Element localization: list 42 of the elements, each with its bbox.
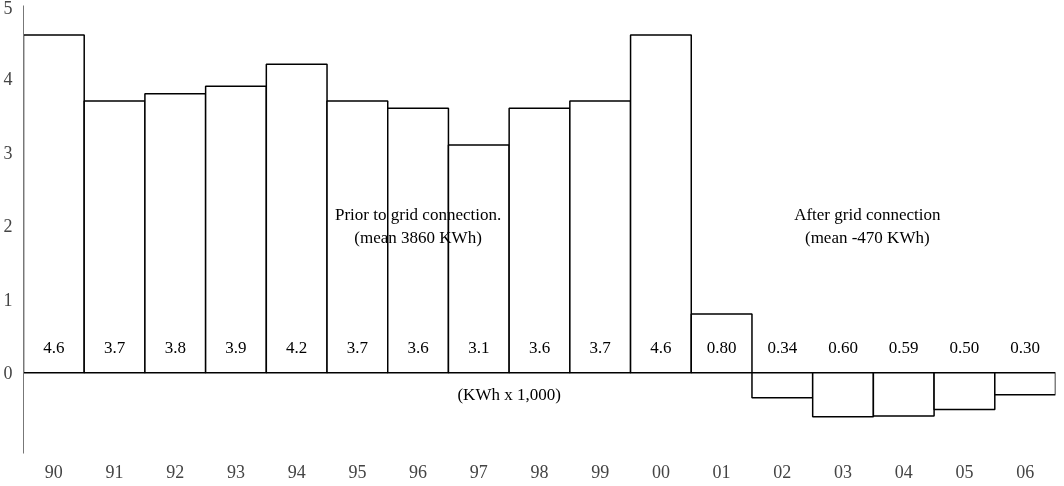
data-label: 4.2 bbox=[286, 337, 308, 357]
x-tick-label: 98 bbox=[530, 461, 549, 482]
data-label: 4.6 bbox=[650, 337, 672, 357]
data-label: 3.7 bbox=[103, 337, 126, 357]
data-label: 0.30 bbox=[1010, 337, 1041, 357]
data-label: 3.1 bbox=[468, 337, 490, 357]
x-tick-label: 06 bbox=[1016, 461, 1035, 482]
x-tick-label: 01 bbox=[712, 461, 731, 482]
data-label: 0.80 bbox=[706, 337, 737, 357]
data-label: 0.34 bbox=[767, 337, 798, 357]
y-tick-label: 3 bbox=[3, 142, 13, 163]
x-tick-label: 96 bbox=[409, 461, 428, 482]
data-label: 3.6 bbox=[528, 337, 551, 357]
x-tick-label: 90 bbox=[44, 461, 63, 482]
x-tick-label: 04 bbox=[894, 461, 913, 482]
x-tick-label: 94 bbox=[287, 461, 306, 482]
x-tick-label: 05 bbox=[955, 461, 974, 482]
y-tick-label: 4 bbox=[3, 69, 13, 90]
data-label: 0.59 bbox=[888, 337, 919, 357]
x-tick-label: 93 bbox=[226, 461, 245, 482]
x-tick-label: 03 bbox=[834, 461, 853, 482]
x-tick-label: 91 bbox=[105, 461, 124, 482]
annotation: (KWh x 1,000) bbox=[457, 385, 561, 405]
data-label: 3.7 bbox=[589, 337, 612, 357]
y-tick-label: 5 bbox=[3, 0, 13, 18]
data-label: 3.7 bbox=[346, 337, 369, 357]
x-tick-label: 99 bbox=[591, 461, 610, 482]
x-tick-label: 95 bbox=[348, 461, 367, 482]
x-tick-label: 97 bbox=[469, 461, 488, 482]
data-label: 0.60 bbox=[828, 337, 858, 357]
y-tick-label: 0 bbox=[3, 363, 13, 384]
data-label: 4.6 bbox=[43, 337, 65, 357]
y-tick-label: 1 bbox=[3, 289, 13, 310]
x-tick-label: 00 bbox=[651, 461, 670, 482]
data-label: 3.6 bbox=[407, 337, 429, 357]
y-tick-label: 2 bbox=[3, 216, 13, 237]
x-tick-label: 92 bbox=[166, 461, 185, 482]
x-tick-label: 02 bbox=[773, 461, 792, 482]
annotation: After grid connection (mean -470 KWh) bbox=[794, 204, 941, 247]
data-label: 3.9 bbox=[225, 337, 247, 357]
data-label: 0.50 bbox=[949, 337, 980, 357]
data-label: 3.8 bbox=[164, 337, 186, 357]
